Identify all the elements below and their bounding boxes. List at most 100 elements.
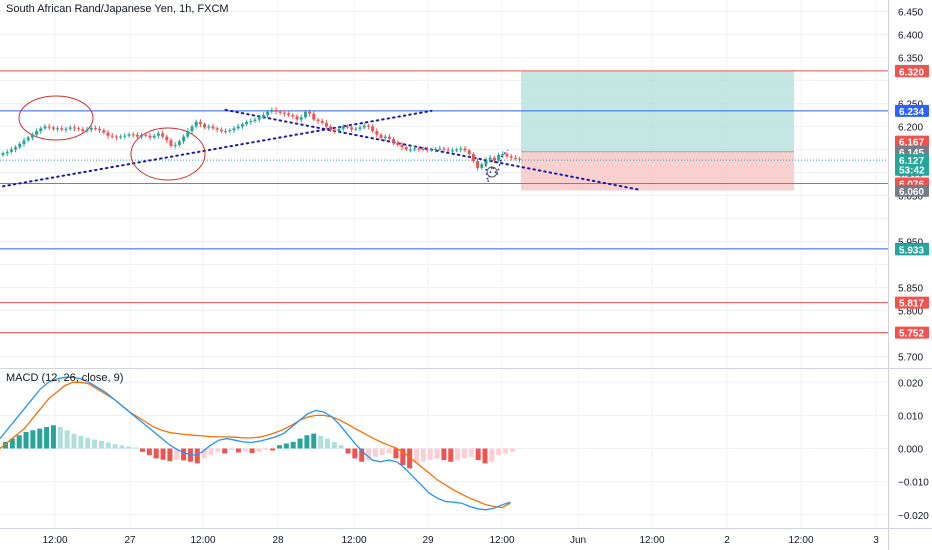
candle (274, 109, 278, 112)
candle (450, 150, 454, 152)
price-label: 6.145 (899, 148, 924, 159)
candle (173, 144, 177, 146)
macd-histogram-bar (229, 448, 235, 451)
macd-histogram-bar (249, 448, 255, 454)
candle (249, 120, 253, 122)
macd-histogram-bar (256, 448, 262, 452)
macd-histogram-bar (393, 448, 399, 459)
macd-histogram-bar (215, 448, 221, 452)
candle (194, 121, 198, 127)
cursor-marker (486, 166, 498, 178)
macd-tick-label: −0.020 (898, 511, 929, 522)
candle (9, 149, 13, 152)
macd-histogram-bar (57, 426, 63, 449)
macd-histogram-bar (3, 441, 8, 449)
macd-histogram-bar (30, 430, 36, 449)
macd-histogram-bar (78, 435, 84, 449)
candle (295, 116, 299, 120)
x-tick-label: 29 (422, 535, 434, 546)
price-label-box (895, 243, 929, 256)
candle (182, 136, 186, 142)
candle (438, 148, 442, 150)
macd-histogram-bar (181, 448, 187, 461)
macd-histogram-bar (448, 448, 454, 462)
macd-histogram-bar (283, 443, 289, 449)
y-tick-label: 5.700 (898, 353, 923, 364)
candle (211, 126, 215, 129)
price-label-box (895, 296, 929, 309)
macd-histogram-bar (92, 439, 98, 449)
candle (198, 121, 202, 125)
candle (56, 128, 60, 130)
signal-line (0, 381, 511, 509)
macd-histogram-bar (420, 448, 426, 462)
x-tick-label: 3 (873, 535, 879, 546)
macd-histogram-bar (242, 448, 248, 452)
candle (471, 154, 475, 161)
macd-histogram-bar (9, 438, 15, 449)
macd-histogram-bar (407, 448, 413, 469)
candle (81, 129, 85, 132)
macd-histogram-bar (174, 448, 180, 460)
y-tick-label: 6.350 (898, 54, 923, 65)
x-tick-label: 28 (272, 535, 284, 546)
trendline (224, 108, 642, 191)
candle (177, 141, 181, 145)
candle (215, 128, 219, 130)
macd-histogram-bar (98, 440, 104, 449)
candle (77, 128, 81, 130)
candle (224, 131, 228, 133)
y-tick-label: 6.050 (898, 192, 923, 203)
macd-histogram-bar (496, 448, 502, 456)
candle (303, 111, 307, 118)
candle (375, 131, 379, 135)
macd-histogram-bar (277, 445, 282, 449)
macd-histogram-bar (311, 433, 317, 449)
candle (492, 157, 496, 161)
candle (429, 149, 433, 151)
candle (341, 126, 345, 129)
candle (51, 127, 55, 129)
candle (455, 149, 459, 151)
candle (371, 126, 375, 132)
candle (434, 149, 438, 151)
x-tick-label: 12:00 (42, 535, 67, 546)
candle (476, 161, 480, 168)
price-label-box (895, 326, 929, 339)
macd-title: MACD (12, 26, close, 9) (6, 372, 124, 384)
price-label-box (895, 154, 929, 167)
y-tick-label: 5.800 (898, 307, 923, 318)
macd-histogram-bar (482, 448, 488, 464)
candle (291, 115, 295, 117)
x-tick-label: 12:00 (341, 535, 366, 546)
price-label: 6.167 (899, 138, 924, 149)
macd-histogram-bar (324, 438, 330, 449)
candle (324, 122, 328, 127)
candle (261, 115, 265, 118)
x-tick-label: Jun (570, 535, 586, 546)
candle (35, 131, 39, 135)
candle (408, 149, 412, 151)
candle (18, 143, 22, 148)
candle (93, 127, 97, 129)
price-label: 5.817 (899, 299, 924, 310)
macd-histogram-bar (372, 448, 378, 457)
candle (467, 150, 471, 155)
wave-drawing (484, 149, 509, 183)
candle (396, 142, 400, 145)
macd-histogram-bar (146, 448, 152, 456)
candle (5, 151, 9, 154)
candle (253, 119, 257, 121)
candle (110, 135, 114, 137)
candle (425, 149, 429, 151)
price-label: 6.234 (899, 107, 924, 118)
macd-histogram-bar (468, 448, 474, 457)
macd-histogram-bar (290, 441, 296, 449)
macd-histogram-bar (23, 431, 29, 449)
candle (228, 130, 232, 132)
candle (350, 127, 354, 130)
macd-histogram-bar (400, 448, 406, 466)
macd-histogram-bar (222, 448, 228, 454)
candle (278, 111, 282, 113)
